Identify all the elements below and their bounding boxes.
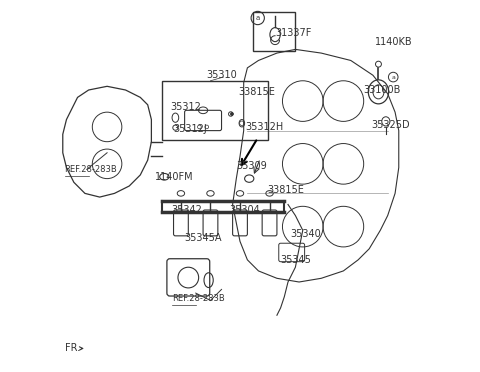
Text: 33815E: 33815E [268, 185, 305, 195]
Text: 35345: 35345 [281, 255, 312, 265]
Text: 35312J: 35312J [174, 124, 207, 134]
Text: 35312: 35312 [170, 102, 201, 112]
Text: 35310: 35310 [207, 70, 238, 80]
Text: 35312H: 35312H [246, 122, 284, 132]
Circle shape [205, 125, 209, 129]
Text: 35309: 35309 [236, 161, 267, 171]
Text: 35345A: 35345A [185, 233, 222, 243]
Text: 1140KB: 1140KB [375, 37, 412, 47]
Text: FR.: FR. [65, 343, 80, 353]
Text: 35340: 35340 [290, 229, 321, 239]
Text: 33100B: 33100B [364, 85, 401, 95]
Text: 31337F: 31337F [275, 28, 312, 38]
Circle shape [198, 125, 201, 129]
Text: 35342: 35342 [172, 205, 203, 215]
Text: a: a [391, 74, 395, 80]
Text: 35304: 35304 [229, 205, 260, 215]
Text: 35325D: 35325D [371, 120, 410, 130]
Text: REF.28-283B: REF.28-283B [172, 294, 225, 303]
Text: 1140FM: 1140FM [155, 172, 194, 182]
Text: a: a [255, 15, 260, 21]
Text: REF.28-283B: REF.28-283B [65, 165, 118, 174]
Circle shape [230, 112, 233, 115]
Text: 33815E: 33815E [238, 87, 275, 97]
